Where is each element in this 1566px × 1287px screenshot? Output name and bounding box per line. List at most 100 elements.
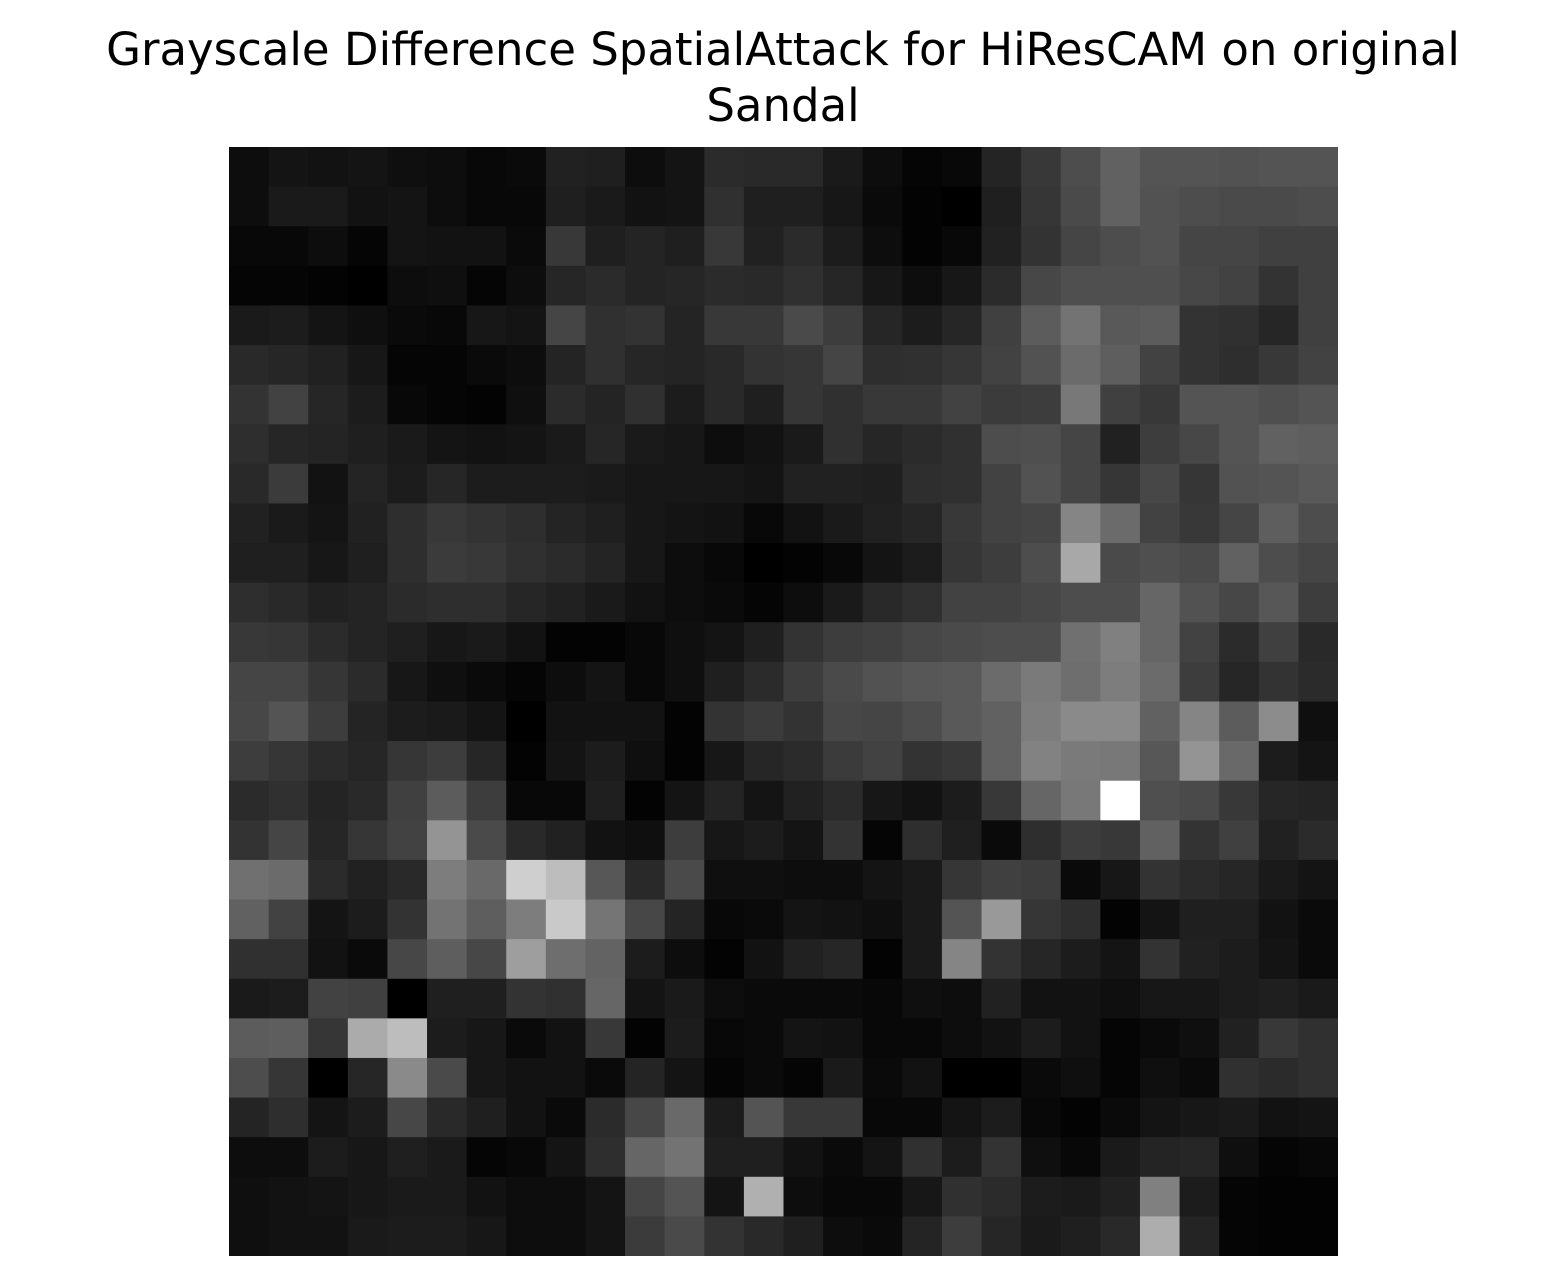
heatmap-cell-r10-c24 bbox=[1179, 543, 1220, 584]
heatmap-cell-r22-c21 bbox=[1060, 1018, 1101, 1059]
heatmap-cell-r23-c8 bbox=[545, 1057, 587, 1099]
heatmap-cell-r0-c1 bbox=[268, 147, 309, 188]
heatmap-cell-r17-c26 bbox=[1258, 820, 1299, 861]
heatmap-cell-r23-c2 bbox=[308, 1057, 349, 1099]
heatmap-cell-r17-c15 bbox=[823, 820, 864, 861]
heatmap-cell-r2-c23 bbox=[1139, 226, 1181, 267]
heatmap-cell-r19-c24 bbox=[1179, 899, 1220, 940]
heatmap-cell-r17-c0 bbox=[229, 820, 270, 861]
heatmap-cell-r15-c26 bbox=[1258, 741, 1299, 782]
heatmap-cell-r1-c17 bbox=[902, 186, 943, 227]
heatmap-cell-r8-c20 bbox=[1021, 463, 1062, 505]
heatmap-cell-r4-c17 bbox=[902, 305, 943, 346]
heatmap-cell-r23-c18 bbox=[941, 1057, 983, 1099]
heatmap-cell-r22-c1 bbox=[268, 1018, 309, 1059]
heatmap-cell-r24-c2 bbox=[308, 1097, 349, 1138]
heatmap-cell-r1-c7 bbox=[506, 186, 547, 227]
heatmap-cell-r10-c8 bbox=[545, 543, 587, 584]
heatmap-plot bbox=[229, 147, 1338, 1256]
heatmap-cell-r15-c22 bbox=[1100, 741, 1141, 782]
heatmap-cell-r17-c27 bbox=[1298, 820, 1338, 861]
heatmap-cell-r21-c6 bbox=[466, 978, 507, 1019]
heatmap-cell-r26-c18 bbox=[941, 1176, 983, 1217]
heatmap-cell-r0-c16 bbox=[862, 147, 903, 188]
chart-title: Grayscale Difference SpatialAttack for H… bbox=[0, 22, 1566, 134]
heatmap-cell-r8-c2 bbox=[308, 463, 349, 505]
heatmap-cell-r13-c23 bbox=[1139, 661, 1181, 703]
heatmap-cell-r3-c27 bbox=[1298, 265, 1338, 307]
heatmap-cell-r15-c23 bbox=[1139, 741, 1181, 782]
heatmap-cell-r25-c2 bbox=[308, 1137, 349, 1178]
heatmap-cell-r12-c26 bbox=[1258, 622, 1299, 663]
heatmap-cell-r20-c7 bbox=[506, 939, 547, 980]
heatmap-cell-r6-c22 bbox=[1100, 384, 1141, 425]
heatmap-cell-r3-c22 bbox=[1100, 265, 1141, 307]
heatmap-cell-r20-c9 bbox=[585, 939, 626, 980]
heatmap-cell-r11-c8 bbox=[545, 582, 587, 623]
heatmap-cell-r1-c26 bbox=[1258, 186, 1299, 227]
heatmap-cell-r17-c9 bbox=[585, 820, 626, 861]
heatmap-cell-r17-c19 bbox=[981, 820, 1022, 861]
heatmap-cell-r9-c21 bbox=[1060, 503, 1101, 544]
heatmap-cell-r24-c3 bbox=[347, 1097, 389, 1138]
heatmap-cell-r5-c11 bbox=[664, 345, 705, 386]
heatmap-cell-r14-c15 bbox=[823, 701, 864, 742]
heatmap-cell-r17-c12 bbox=[704, 820, 745, 861]
heatmap-cell-r13-c13 bbox=[743, 661, 785, 703]
heatmap-cell-r8-c0 bbox=[229, 463, 270, 505]
heatmap-cell-r19-c7 bbox=[506, 899, 547, 940]
heatmap-cell-r4-c6 bbox=[466, 305, 507, 346]
heatmap-cell-r27-c4 bbox=[387, 1216, 428, 1256]
heatmap-cell-r26-c19 bbox=[981, 1176, 1022, 1217]
heatmap-cell-r10-c9 bbox=[585, 543, 626, 584]
heatmap-cell-r1-c13 bbox=[743, 186, 785, 227]
heatmap-cell-r8-c14 bbox=[783, 463, 824, 505]
heatmap-cell-r23-c19 bbox=[981, 1057, 1022, 1099]
heatmap-cell-r15-c11 bbox=[664, 741, 705, 782]
heatmap-cell-r18-c0 bbox=[229, 859, 270, 901]
heatmap-cell-r9-c12 bbox=[704, 503, 745, 544]
heatmap-cell-r21-c27 bbox=[1298, 978, 1338, 1019]
heatmap-cell-r13-c6 bbox=[466, 661, 507, 703]
heatmap-cell-r24-c9 bbox=[585, 1097, 626, 1138]
heatmap-cell-r0-c21 bbox=[1060, 147, 1101, 188]
heatmap-cell-r11-c20 bbox=[1021, 582, 1062, 623]
heatmap-cell-r9-c11 bbox=[664, 503, 705, 544]
heatmap-cell-r24-c8 bbox=[545, 1097, 587, 1138]
heatmap-cell-r25-c15 bbox=[823, 1137, 864, 1178]
heatmap-cell-r18-c15 bbox=[823, 859, 864, 901]
heatmap-cell-r13-c16 bbox=[862, 661, 903, 703]
heatmap-cell-r3-c17 bbox=[902, 265, 943, 307]
heatmap-cell-r21-c19 bbox=[981, 978, 1022, 1019]
heatmap-cell-r17-c11 bbox=[664, 820, 705, 861]
heatmap-cell-r21-c16 bbox=[862, 978, 903, 1019]
heatmap-cell-r15-c3 bbox=[347, 741, 389, 782]
heatmap-cell-r6-c3 bbox=[347, 384, 389, 425]
heatmap-cell-r16-c24 bbox=[1179, 780, 1220, 821]
heatmap-cell-r19-c11 bbox=[664, 899, 705, 940]
heatmap-cell-r27-c22 bbox=[1100, 1216, 1141, 1256]
heatmap-cell-r22-c27 bbox=[1298, 1018, 1338, 1059]
heatmap-cell-r21-c24 bbox=[1179, 978, 1220, 1019]
heatmap-cell-r7-c19 bbox=[981, 424, 1022, 465]
heatmap-cell-r2-c26 bbox=[1258, 226, 1299, 267]
heatmap-cell-r18-c23 bbox=[1139, 859, 1181, 901]
heatmap-cell-r5-c12 bbox=[704, 345, 745, 386]
heatmap-cell-r10-c25 bbox=[1219, 543, 1260, 584]
heatmap-cell-r8-c5 bbox=[427, 463, 468, 505]
heatmap-cell-r3-c15 bbox=[823, 265, 864, 307]
heatmap-cell-r24-c24 bbox=[1179, 1097, 1220, 1138]
heatmap-cell-r16-c8 bbox=[545, 780, 587, 821]
heatmap-cell-r3-c26 bbox=[1258, 265, 1299, 307]
heatmap-cell-r7-c20 bbox=[1021, 424, 1062, 465]
heatmap-cell-r19-c0 bbox=[229, 899, 270, 940]
heatmap-cell-r23-c7 bbox=[506, 1057, 547, 1099]
heatmap-cell-r8-c19 bbox=[981, 463, 1022, 505]
heatmap-cell-r16-c6 bbox=[466, 780, 507, 821]
heatmap-cell-r18-c21 bbox=[1060, 859, 1101, 901]
heatmap-cell-r23-c3 bbox=[347, 1057, 389, 1099]
heatmap-cell-r6-c21 bbox=[1060, 384, 1101, 425]
heatmap-cell-r12-c14 bbox=[783, 622, 824, 663]
heatmap-cell-r17-c25 bbox=[1219, 820, 1260, 861]
heatmap-cell-r1-c25 bbox=[1219, 186, 1260, 227]
